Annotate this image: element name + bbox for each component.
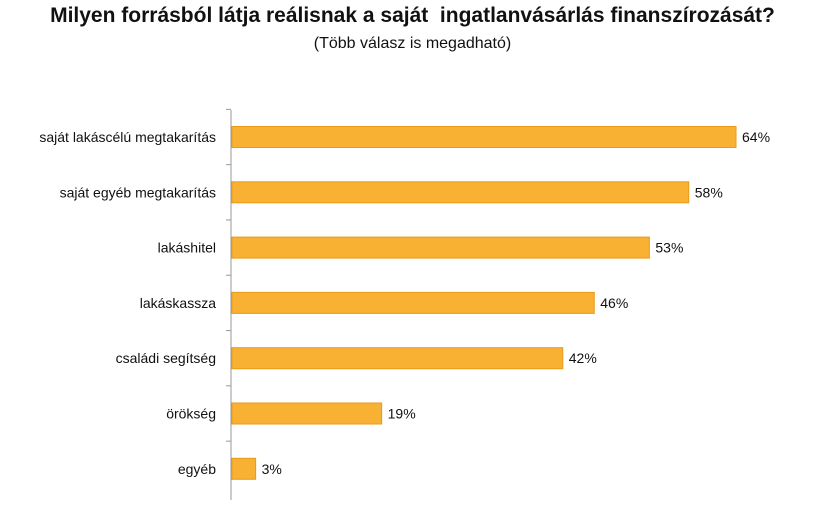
bar	[231, 402, 383, 425]
value-label: 46%	[600, 295, 628, 311]
value-label: 42%	[569, 350, 597, 366]
value-label: 3%	[262, 461, 282, 477]
bar	[231, 291, 595, 314]
bar	[231, 457, 257, 480]
category-label: saját lakáscélú megtakarítás	[39, 129, 216, 145]
bar	[231, 181, 690, 204]
value-label: 19%	[388, 406, 416, 422]
category-label: örökség	[166, 406, 216, 422]
bar	[231, 126, 737, 148]
category-label: egyéb	[178, 461, 216, 477]
value-label: 53%	[655, 240, 683, 256]
chart-subtitle: (Több válasz is megadható)	[313, 35, 512, 52]
value-label: 64%	[742, 129, 770, 145]
bar	[231, 347, 564, 370]
category-label: lakáskassza	[140, 295, 216, 311]
category-label: lakáshitel	[158, 240, 216, 256]
category-label: családi segítség	[116, 350, 216, 366]
value-label: 58%	[695, 184, 723, 200]
category-label: saját egyéb megtakarítás	[60, 184, 216, 200]
bar	[231, 236, 650, 259]
chart-title: Milyen forrásból látja reálisnak a saját…	[50, 4, 775, 27]
